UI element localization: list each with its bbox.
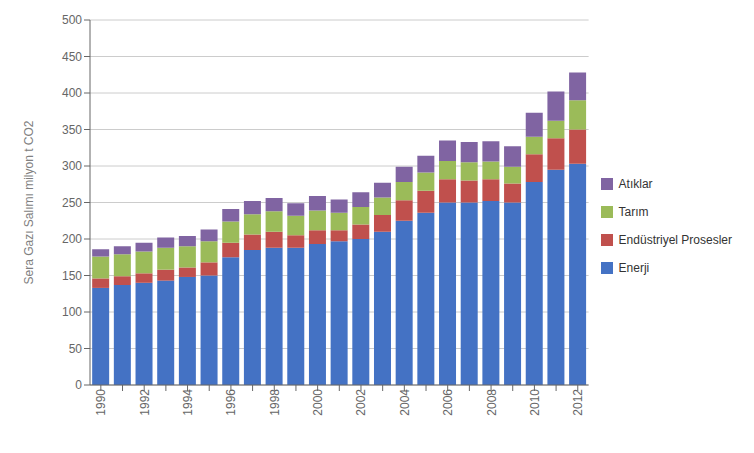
svg-text:100: 100	[62, 305, 82, 319]
svg-text:1992: 1992	[138, 389, 152, 416]
svg-text:200: 200	[62, 232, 82, 246]
svg-text:1998: 1998	[268, 389, 282, 416]
svg-text:250: 250	[62, 196, 82, 210]
svg-text:2004: 2004	[398, 389, 412, 416]
html-text:Enerji: Enerji	[618, 260, 650, 275]
html-text:Tarım: Tarım	[618, 204, 649, 219]
svg-text:1994: 1994	[181, 389, 195, 416]
svg-text:Sera Gazı Salımı milyon t CO2: Sera Gazı Salımı milyon t CO2	[22, 120, 36, 284]
svg-text:500: 500	[62, 13, 82, 27]
svg-text:450: 450	[62, 50, 82, 64]
html-text:Atıklar: Atıklar	[618, 176, 653, 191]
svg-text:50: 50	[69, 342, 83, 356]
svg-text:2010: 2010	[528, 389, 542, 416]
svg-text:2000: 2000	[311, 389, 325, 416]
svg-text:2008: 2008	[485, 389, 499, 416]
svg-text:2012: 2012	[571, 389, 585, 416]
svg-text:1996: 1996	[224, 389, 238, 416]
svg-text:2002: 2002	[355, 389, 369, 416]
svg-text:150: 150	[62, 269, 82, 283]
svg-text:350: 350	[62, 123, 82, 137]
svg-text:1990: 1990	[94, 389, 108, 416]
html-text:Endüstriyel Prosesler: Endüstriyel Prosesler	[618, 232, 732, 247]
svg-text:400: 400	[62, 86, 82, 100]
svg-text:300: 300	[62, 159, 82, 173]
svg-text:2006: 2006	[441, 389, 455, 416]
svg-text:0: 0	[75, 378, 82, 392]
